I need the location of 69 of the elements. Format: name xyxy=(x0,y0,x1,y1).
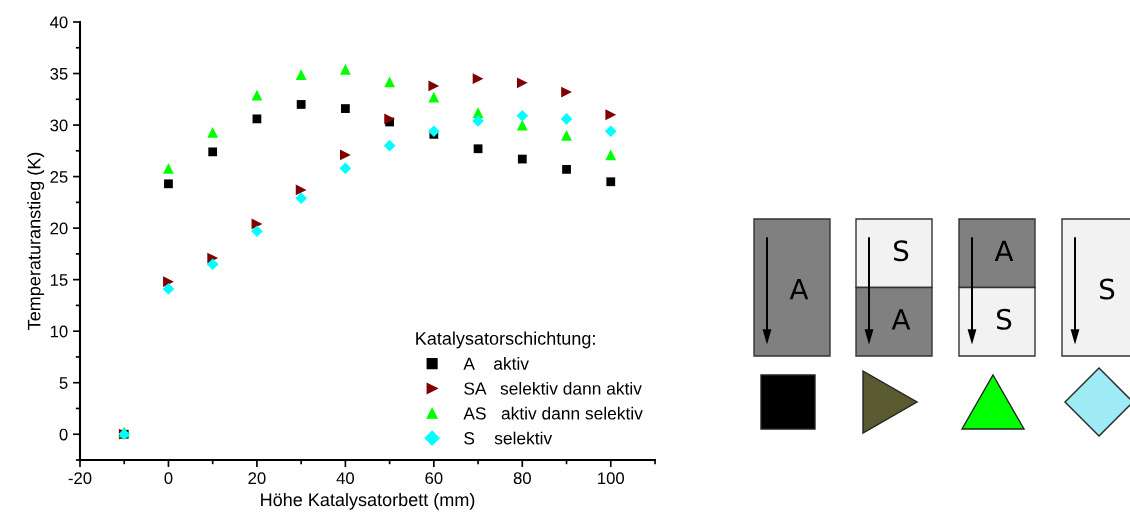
point xyxy=(340,149,351,161)
legend-label: SA selektiv dann aktiv xyxy=(464,381,642,395)
point xyxy=(383,139,396,152)
point xyxy=(384,113,395,125)
point xyxy=(251,225,263,238)
point xyxy=(516,109,529,122)
text: S xyxy=(894,240,909,262)
point xyxy=(428,91,440,103)
x-tick-label: 100 xyxy=(598,472,625,485)
point xyxy=(428,125,440,138)
y-axis-title: Temperaturanstieg (K) xyxy=(27,152,45,330)
point xyxy=(561,86,572,98)
point xyxy=(207,252,219,264)
point xyxy=(516,119,528,131)
point xyxy=(206,258,219,270)
point xyxy=(295,192,307,205)
y-tick-label: 30 xyxy=(50,119,68,132)
x-tick-label: 80 xyxy=(513,472,531,485)
point xyxy=(295,184,307,196)
y-tick-label: 5 xyxy=(59,377,68,389)
x-tick-label: 40 xyxy=(336,472,354,485)
point xyxy=(473,144,483,154)
point xyxy=(295,69,307,80)
point xyxy=(163,276,174,288)
point xyxy=(384,76,395,88)
point xyxy=(606,177,616,187)
point xyxy=(562,164,571,174)
text: A xyxy=(789,278,809,300)
text: A xyxy=(994,240,1014,261)
point xyxy=(207,126,219,138)
text: S xyxy=(1100,278,1115,300)
y-tick-label: 10 xyxy=(50,325,68,338)
y-tick-label: 20 xyxy=(50,222,68,235)
point xyxy=(605,149,617,161)
x-tick-label: -20 xyxy=(68,472,92,485)
point xyxy=(516,77,528,89)
point xyxy=(163,162,174,174)
text: A xyxy=(891,309,911,330)
point xyxy=(604,125,617,138)
y-tick-label: 0 xyxy=(59,428,68,441)
point xyxy=(605,109,617,121)
x-tick-label: 20 xyxy=(248,472,266,485)
y-tick-label: 35 xyxy=(50,67,68,80)
legend-label: AS aktiv dann selektiv xyxy=(463,406,643,420)
point xyxy=(472,107,484,119)
point xyxy=(472,73,484,85)
legend-title: Katalysatorschichtung: xyxy=(416,331,595,349)
legend-label: A aktiv xyxy=(463,357,529,370)
text: S xyxy=(997,308,1012,330)
point xyxy=(251,89,263,101)
point xyxy=(208,147,218,157)
point xyxy=(164,179,173,189)
point xyxy=(340,104,350,113)
y-tick-label: 25 xyxy=(50,170,68,183)
point xyxy=(561,129,572,141)
point xyxy=(162,283,175,295)
x-tick-label: 60 xyxy=(425,472,443,485)
point xyxy=(296,100,306,109)
legend-label: S selektiv xyxy=(464,431,553,445)
y-tick-label: 40 xyxy=(50,16,68,29)
y-tick-label: 15 xyxy=(50,274,68,286)
point xyxy=(252,114,262,124)
point xyxy=(428,80,440,92)
point xyxy=(340,64,351,75)
x-tick-label: 0 xyxy=(164,472,173,485)
point xyxy=(517,154,527,164)
point xyxy=(339,162,352,175)
point xyxy=(560,113,573,125)
x-axis-title: Höhe Katalysatorbett (mm) xyxy=(261,492,475,510)
